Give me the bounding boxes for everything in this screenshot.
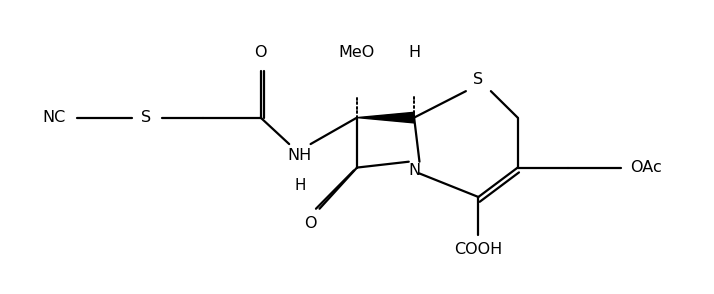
Text: COOH: COOH <box>454 242 503 258</box>
Text: H: H <box>294 178 306 193</box>
Text: NC: NC <box>42 110 65 125</box>
Text: MeO: MeO <box>339 45 375 61</box>
Text: S: S <box>141 110 151 125</box>
Text: S: S <box>473 72 483 87</box>
Text: H: H <box>408 45 420 61</box>
Text: O: O <box>304 216 317 231</box>
Text: OAc: OAc <box>630 160 662 175</box>
Text: O: O <box>254 45 267 61</box>
Polygon shape <box>357 112 414 123</box>
Text: N: N <box>408 163 420 178</box>
Text: NH: NH <box>288 148 312 163</box>
